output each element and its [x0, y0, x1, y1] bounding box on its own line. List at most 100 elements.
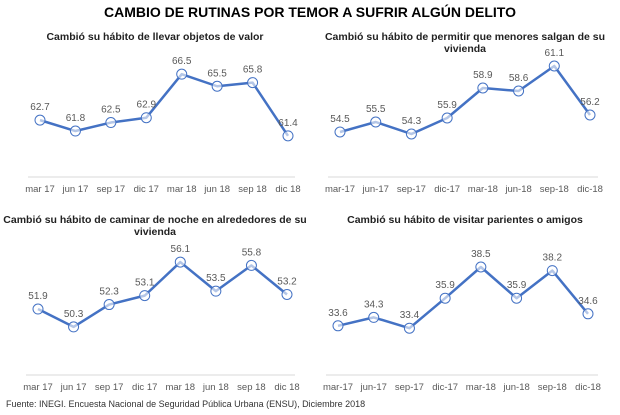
data-point — [368, 311, 380, 323]
data-label: 35.9 — [507, 280, 527, 291]
data-label: 34.6 — [578, 296, 598, 307]
data-point — [511, 292, 523, 304]
data-label: 66.5 — [172, 56, 192, 67]
data-point — [546, 265, 558, 277]
data-label: 54.5 — [330, 114, 350, 125]
x-tick-label: jun 18 — [203, 184, 230, 195]
data-label: 65.5 — [207, 68, 227, 79]
data-label: 56.2 — [580, 97, 600, 108]
data-label: 55.9 — [437, 100, 457, 111]
data-point — [103, 299, 115, 311]
x-tick-label: jun 17 — [60, 382, 87, 393]
data-label: 33.6 — [328, 308, 348, 319]
data-point — [105, 117, 117, 129]
data-label: 61.4 — [278, 118, 298, 129]
source-note: Fuente: INEGI. Encuesta Nacional de Segu… — [6, 399, 366, 409]
data-label: 51.9 — [28, 291, 48, 302]
data-label: 52.3 — [99, 287, 119, 298]
x-tick-label: sep 17 — [97, 184, 126, 195]
data-point — [281, 288, 293, 300]
data-label: 50.3 — [64, 309, 84, 320]
data-point — [69, 125, 81, 137]
x-tick-label: sep-18 — [540, 184, 569, 195]
data-label: 58.9 — [473, 70, 493, 81]
data-point — [210, 285, 222, 297]
x-tick-label: dic 18 — [275, 184, 300, 195]
data-point — [405, 128, 417, 140]
x-tick-label: sep-18 — [538, 382, 567, 393]
data-point — [32, 303, 44, 315]
data-point — [34, 114, 46, 126]
x-tick-label: dic 18 — [274, 382, 299, 393]
data-point — [139, 290, 151, 302]
data-label: 53.5 — [206, 273, 226, 284]
data-label: 61.8 — [66, 113, 86, 124]
data-label: 33.4 — [400, 310, 420, 321]
x-tick-label: mar 18 — [165, 382, 195, 393]
series-line — [37, 260, 288, 329]
data-point — [245, 259, 257, 271]
panel-title-2: Cambió su hábito de permitir que menores… — [324, 31, 606, 55]
x-tick-label: sep 17 — [95, 382, 124, 393]
x-tick-label: mar-17 — [323, 382, 353, 393]
x-tick-label: mar-18 — [466, 382, 496, 393]
x-tick-label: jun-17 — [360, 382, 387, 393]
x-tick-label: sep-17 — [397, 184, 426, 195]
x-tick-label: jun-18 — [504, 184, 531, 195]
data-point — [68, 321, 80, 333]
panel-title-1: Cambió su hábito de llevar objetos de va… — [46, 31, 264, 43]
x-tick-label: mar 18 — [167, 184, 197, 195]
data-point — [513, 85, 525, 97]
data-point — [439, 292, 451, 304]
data-label: 35.9 — [435, 280, 455, 291]
data-point — [332, 320, 344, 332]
panel-title-4: Cambió su hábito de visitar parientes o … — [347, 214, 583, 226]
data-point — [548, 60, 560, 72]
data-point — [475, 261, 487, 273]
main-title: CAMBIO DE RUTINAS POR TEMOR A SUFRIR ALG… — [104, 4, 516, 20]
data-label: 61.1 — [545, 48, 565, 59]
data-point — [584, 109, 596, 121]
series-line — [39, 72, 290, 137]
data-point — [140, 112, 152, 124]
data-label: 62.5 — [101, 105, 121, 116]
data-point — [441, 112, 453, 124]
data-point — [334, 126, 346, 138]
x-tick-label: jun 17 — [61, 184, 88, 195]
x-tick-label: dic 17 — [134, 184, 159, 195]
data-label: 55.5 — [366, 104, 386, 115]
data-label: 62.9 — [137, 100, 157, 111]
x-tick-label: jun-17 — [362, 184, 389, 195]
x-tick-label: mar 17 — [25, 184, 55, 195]
x-tick-label: mar 17 — [23, 382, 53, 393]
x-tick-label: jun-18 — [502, 382, 529, 393]
data-label: 38.5 — [471, 249, 491, 260]
x-tick-label: dic-18 — [577, 184, 603, 195]
data-point — [370, 116, 382, 128]
x-tick-label: sep 18 — [237, 382, 266, 393]
data-point — [211, 80, 223, 92]
data-point — [176, 68, 188, 80]
data-point — [403, 322, 415, 334]
x-tick-label: dic 17 — [132, 382, 157, 393]
data-label: 58.6 — [509, 73, 529, 84]
data-point — [282, 130, 294, 142]
x-tick-label: dic-17 — [432, 382, 458, 393]
data-point — [477, 82, 489, 94]
data-label: 65.8 — [243, 65, 263, 76]
data-label: 53.2 — [277, 276, 297, 287]
data-label: 34.3 — [364, 299, 384, 310]
data-point — [582, 308, 594, 320]
x-tick-label: mar-18 — [468, 184, 498, 195]
data-label: 56.1 — [171, 244, 191, 255]
data-label: 38.2 — [543, 253, 563, 264]
x-tick-label: dic-17 — [434, 184, 460, 195]
data-point — [174, 256, 186, 268]
series-line — [339, 64, 592, 136]
data-label: 53.1 — [135, 278, 155, 289]
x-tick-label: sep-17 — [395, 382, 424, 393]
panel-title-3: Cambió su hábito de caminar de noche en … — [3, 214, 307, 238]
data-label: 54.3 — [402, 116, 422, 127]
